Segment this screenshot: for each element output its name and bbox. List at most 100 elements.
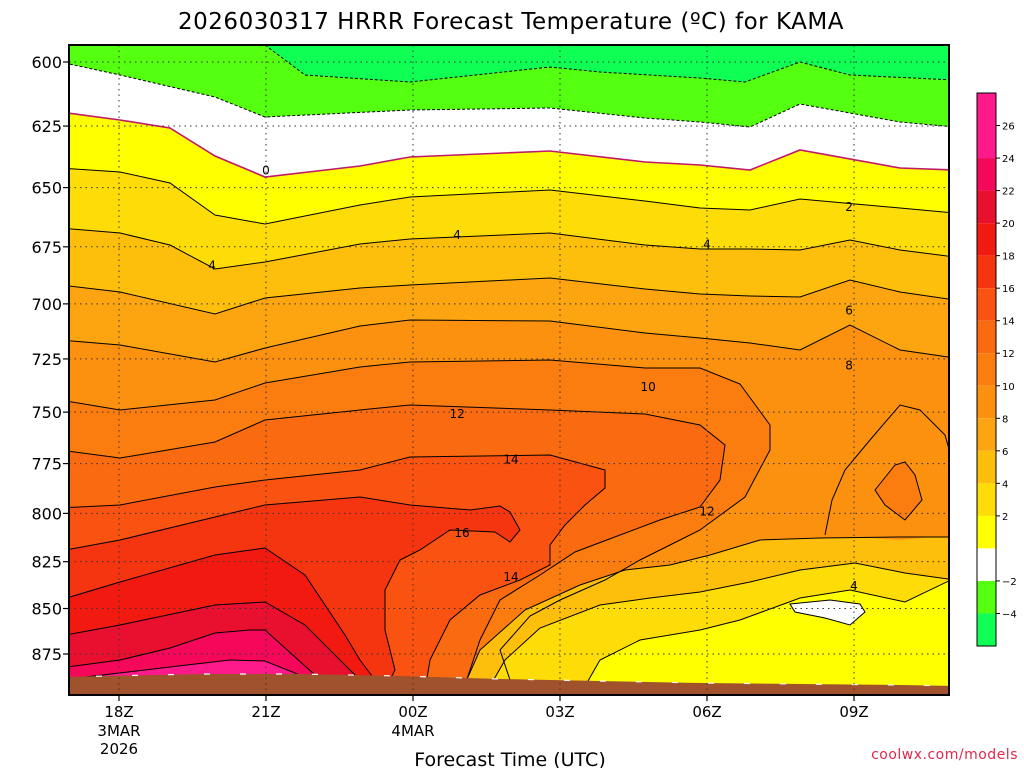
y-tick-label: 600 [31, 53, 62, 72]
zero-isotherm [69, 112, 949, 178]
x-tick-label: 09Z [839, 703, 868, 721]
colorbar-tick-label: 8 [1002, 414, 1008, 425]
y-tick-label: 775 [31, 455, 62, 474]
contour-6 [69, 277, 949, 315]
contour-label-text: 16 [454, 526, 469, 540]
contour-label-text: 12 [449, 407, 464, 421]
contour-14 [69, 454, 606, 691]
contour-label: 12 [449, 407, 464, 421]
colorbar: 26 24 22 20 18 16 14 12 10 8 6 4 2 −2 −4 [976, 92, 1017, 647]
y-tick-label: 825 [31, 553, 62, 572]
colorbar-band [977, 613, 996, 646]
contour-label-text: 12 [699, 504, 714, 518]
colorbar-band [977, 320, 996, 354]
contour-pocket-2 [579, 580, 949, 695]
y-tick-label: 850 [31, 600, 62, 619]
colorbar-tick-label: 2 [1002, 512, 1008, 523]
contour-cold-spot [789, 599, 866, 626]
contour-8 [69, 319, 949, 363]
contour-label: 0 [262, 164, 270, 178]
colorbar-band [977, 450, 996, 484]
colorbar-band [977, 580, 996, 614]
x-tick-label: 03Z [545, 703, 574, 721]
colorbar-band [977, 223, 996, 256]
colorbar-tick-label: −2 [1002, 577, 1017, 588]
x-tick-label: 18Z [104, 703, 133, 721]
colorbar-band [977, 255, 996, 289]
colorbar-tick-label: 4 [1002, 479, 1008, 490]
colorbar-tick-label: −4 [1002, 609, 1017, 620]
contour-label: 6 [845, 304, 853, 318]
x-tick-label: 21Z [251, 703, 280, 721]
contour-label-text: 10 [641, 380, 656, 394]
colorbar-band [977, 418, 996, 451]
x-tick-label: 00Z [398, 703, 427, 721]
contour-label-text: 4 [453, 228, 461, 242]
y-tick-label: 725 [31, 350, 62, 369]
contour-warm-island-10 [874, 461, 923, 521]
warm-island-8-10 [825, 405, 949, 540]
contour-label-text: 2 [845, 200, 853, 214]
y-tick-label: 675 [31, 238, 62, 257]
contour-2 [69, 168, 949, 225]
dashed-freezing-upper [230, 45, 949, 83]
x-tick-sublabel: 2026 [100, 740, 138, 758]
colorbar-tick-label: 14 [1002, 317, 1015, 328]
x-tick-label: 06Z [692, 703, 721, 721]
contour-label: 14 [503, 453, 518, 467]
contour-12 [69, 404, 726, 686]
colorbar-band [977, 93, 996, 159]
contour-label: 4 [703, 237, 711, 251]
colorbar-tick-label: 22 [1002, 187, 1015, 198]
contour-label: 14 [503, 570, 518, 584]
x-axis-label: Forecast Time (UTC) [414, 749, 605, 768]
plot-frame [68, 44, 950, 696]
contour-label-text: 14 [503, 453, 518, 467]
contour-label-text: 4 [208, 258, 216, 272]
chart-title: 2026030317 HRRR Forecast Temperature (ºC… [178, 9, 844, 35]
warm-island-10-12 [875, 462, 922, 520]
y-tick-label: 800 [31, 504, 62, 523]
colorbar-band [977, 483, 996, 516]
y-tick-label: 875 [31, 645, 62, 664]
contour-label-text: 6 [845, 304, 853, 318]
gridlines [69, 45, 949, 695]
y-tick-label: 700 [31, 295, 62, 314]
contour-label: 4 [850, 579, 858, 593]
contour-label-text: 4 [703, 237, 711, 251]
contour-label-text: 0 [262, 164, 270, 178]
contour-label-text: 4 [850, 579, 858, 593]
contour-label: 12 [699, 504, 714, 518]
colorbar-tick-label: 6 [1002, 447, 1008, 458]
colorbar-tick-label: 20 [1002, 219, 1015, 230]
colorbar-band [977, 353, 996, 386]
contour-label-text: 14 [503, 570, 518, 584]
credit-text: coolwx.com/models [871, 747, 1018, 763]
contour-4 [69, 228, 949, 270]
y-tick-label: 625 [31, 117, 62, 136]
colorbar-band [977, 548, 996, 581]
contour-10 [69, 359, 771, 681]
contour-warm-island-8 [824, 404, 949, 536]
contour-label: 2 [845, 200, 853, 214]
y-tick-label: 650 [31, 179, 62, 198]
colorbar-band [977, 190, 996, 224]
x-tick-sublabel: 3MAR [97, 722, 140, 740]
colorbar-band [977, 385, 996, 419]
y-axis: 600 625 650 675 700 725 750 775 800 825 850 875 [31, 53, 69, 664]
colorbar-tick-label: 26 [1002, 122, 1015, 133]
colorbar-tick-label: 24 [1002, 154, 1015, 165]
colorbar-band [977, 515, 996, 549]
contour-label: 8 [845, 358, 853, 372]
contour-label: 16 [454, 526, 469, 540]
colorbar-tick-label: 10 [1002, 382, 1015, 393]
contour-pocket-6 [459, 536, 949, 695]
contour-label: 10 [641, 380, 656, 394]
y-tick-label: 750 [31, 403, 62, 422]
contour-18 [69, 547, 376, 681]
contour-20 [69, 601, 356, 676]
colorbar-tick-label: 18 [1002, 252, 1015, 263]
dashed-freezing-lower [69, 63, 949, 128]
